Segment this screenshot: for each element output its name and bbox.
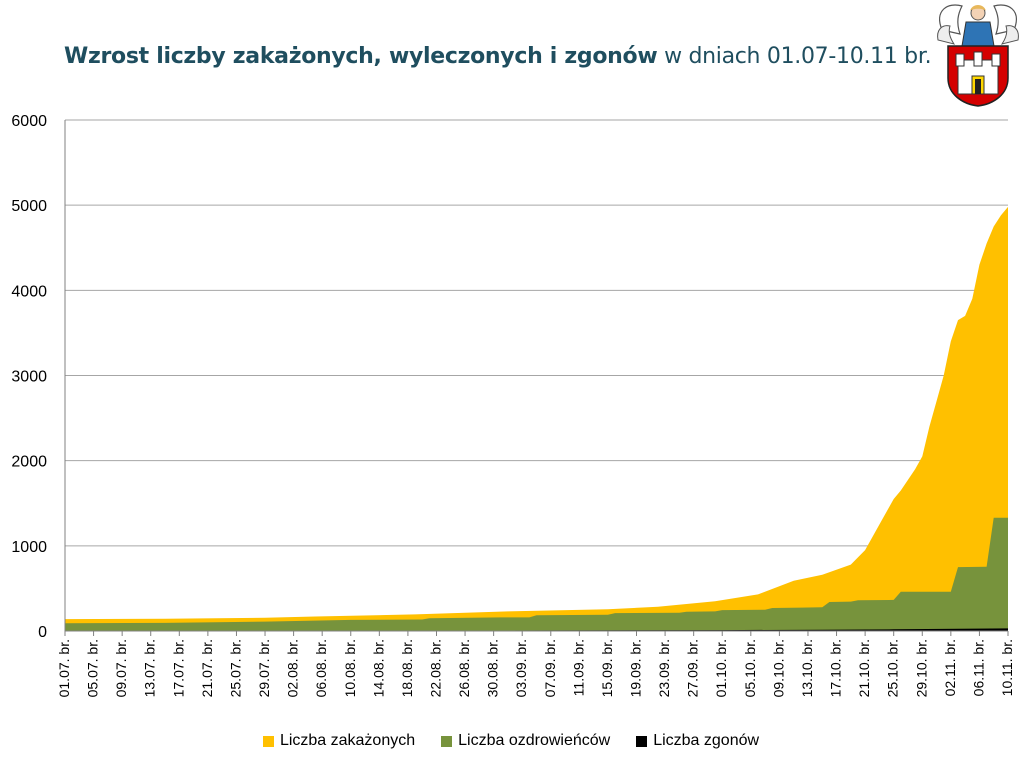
x-tick-label: 07.09. br.: [542, 639, 558, 697]
series-area-deaths: [65, 628, 1008, 631]
y-tick-label: 4000: [11, 283, 47, 300]
x-tick-label: 26.08. br.: [456, 639, 472, 697]
x-tick-label: 09.10. br.: [770, 639, 786, 697]
x-tick-label: 13.10. br.: [799, 639, 815, 697]
x-tick-labels: 01.07. br. 05.07. br. 09.07. br. 13.07. br.…: [56, 631, 1015, 697]
x-tick-label: 01.07. br.: [56, 639, 72, 697]
plot-areas: [65, 206, 1008, 631]
x-tick-label: 25.07. br.: [227, 639, 243, 697]
x-tick-label: 13.07. br.: [142, 639, 158, 697]
y-tick-label: 1000: [11, 539, 47, 556]
x-tick-label: 18.08. br.: [399, 639, 415, 697]
x-tick-label: 17.07. br.: [170, 639, 186, 697]
x-tick-label: 15.09. br.: [599, 639, 615, 697]
gridlines: [65, 119, 1008, 547]
x-tick-label: 10.08. br.: [342, 639, 358, 697]
chart-title-bold: Wzrost liczby zakażonych, wyleczonych i …: [64, 44, 658, 69]
y-tick-labels: 0 1000 2000 3000 4000 5000 6000: [11, 113, 47, 641]
legend-swatch-recovered: [441, 735, 453, 747]
x-tick-label: 17.10. br.: [828, 639, 844, 697]
x-tick-label: 22.08. br.: [427, 639, 443, 697]
torun-coat-of-arms-icon: [937, 4, 1019, 107]
legend-label-infected: Liczba zakażonych: [279, 732, 416, 749]
x-tick-label: 14.08. br.: [370, 639, 386, 697]
x-tick-label: 01.10. br.: [713, 639, 729, 697]
legend-item-deaths: Liczba zgonów: [636, 732, 759, 750]
x-tick-label: 25.10. br.: [885, 639, 901, 697]
legend-swatch-deaths: [636, 735, 648, 747]
x-tick-label: 06.11. br.: [970, 639, 986, 696]
x-tick-label: 03.09. br.: [513, 639, 529, 697]
y-tick-label: 2000: [11, 454, 47, 471]
x-tick-label: 10.11. br.: [999, 639, 1015, 696]
x-tick-label: 05.07. br.: [85, 639, 101, 697]
y-tick-label: 5000: [11, 198, 47, 215]
x-tick-label: 27.09. br.: [685, 639, 701, 697]
axes: [64, 120, 1008, 632]
x-tick-label: 29.07. br.: [256, 639, 272, 697]
x-tick-label: 19.09. br.: [628, 639, 644, 697]
y-tick-label: 6000: [11, 113, 47, 130]
x-tick-label: 11.09. br.: [570, 639, 586, 696]
legend-item-recovered: Liczba ozdrowieńców: [441, 732, 610, 750]
x-tick-label: 29.10. br.: [913, 639, 929, 697]
x-tick-label: 21.10. br.: [856, 639, 872, 697]
x-tick-label: 23.09. br.: [656, 639, 672, 697]
x-tick-label: 02.08. br.: [285, 639, 301, 697]
legend-label-deaths: Liczba zgonów: [653, 732, 760, 749]
legend-label-recovered: Liczba ozdrowieńców: [458, 732, 611, 749]
area-chart: 0 1000 2000 3000 4000 5000 6000 01.07. br. 05.0…: [11, 113, 1015, 697]
x-tick-label: 09.07. br.: [113, 639, 129, 697]
chart-title-range: w dniach 01.07-10.11 br.: [657, 44, 932, 69]
x-tick-label: 30.08. br.: [485, 639, 501, 697]
x-tick-label: 21.07. br.: [199, 639, 215, 697]
y-tick-label: 0: [38, 624, 47, 641]
x-tick-label: 05.10. br.: [742, 639, 758, 697]
y-tick-label: 3000: [11, 369, 47, 386]
series-area-infected: [65, 206, 1008, 631]
legend-swatch-infected: [262, 735, 274, 747]
legend: Liczba zakażonych Liczba ozdrowieńców Li…: [0, 732, 1022, 750]
x-tick-label: 02.11. br.: [942, 639, 958, 696]
chart-title: Wzrost liczby zakażonych, wyleczonych i …: [64, 44, 932, 69]
legend-item-infected: Liczba zakażonych: [262, 732, 416, 750]
series-area-recovered: [65, 517, 1008, 631]
x-tick-label: 06.08. br.: [313, 639, 329, 697]
